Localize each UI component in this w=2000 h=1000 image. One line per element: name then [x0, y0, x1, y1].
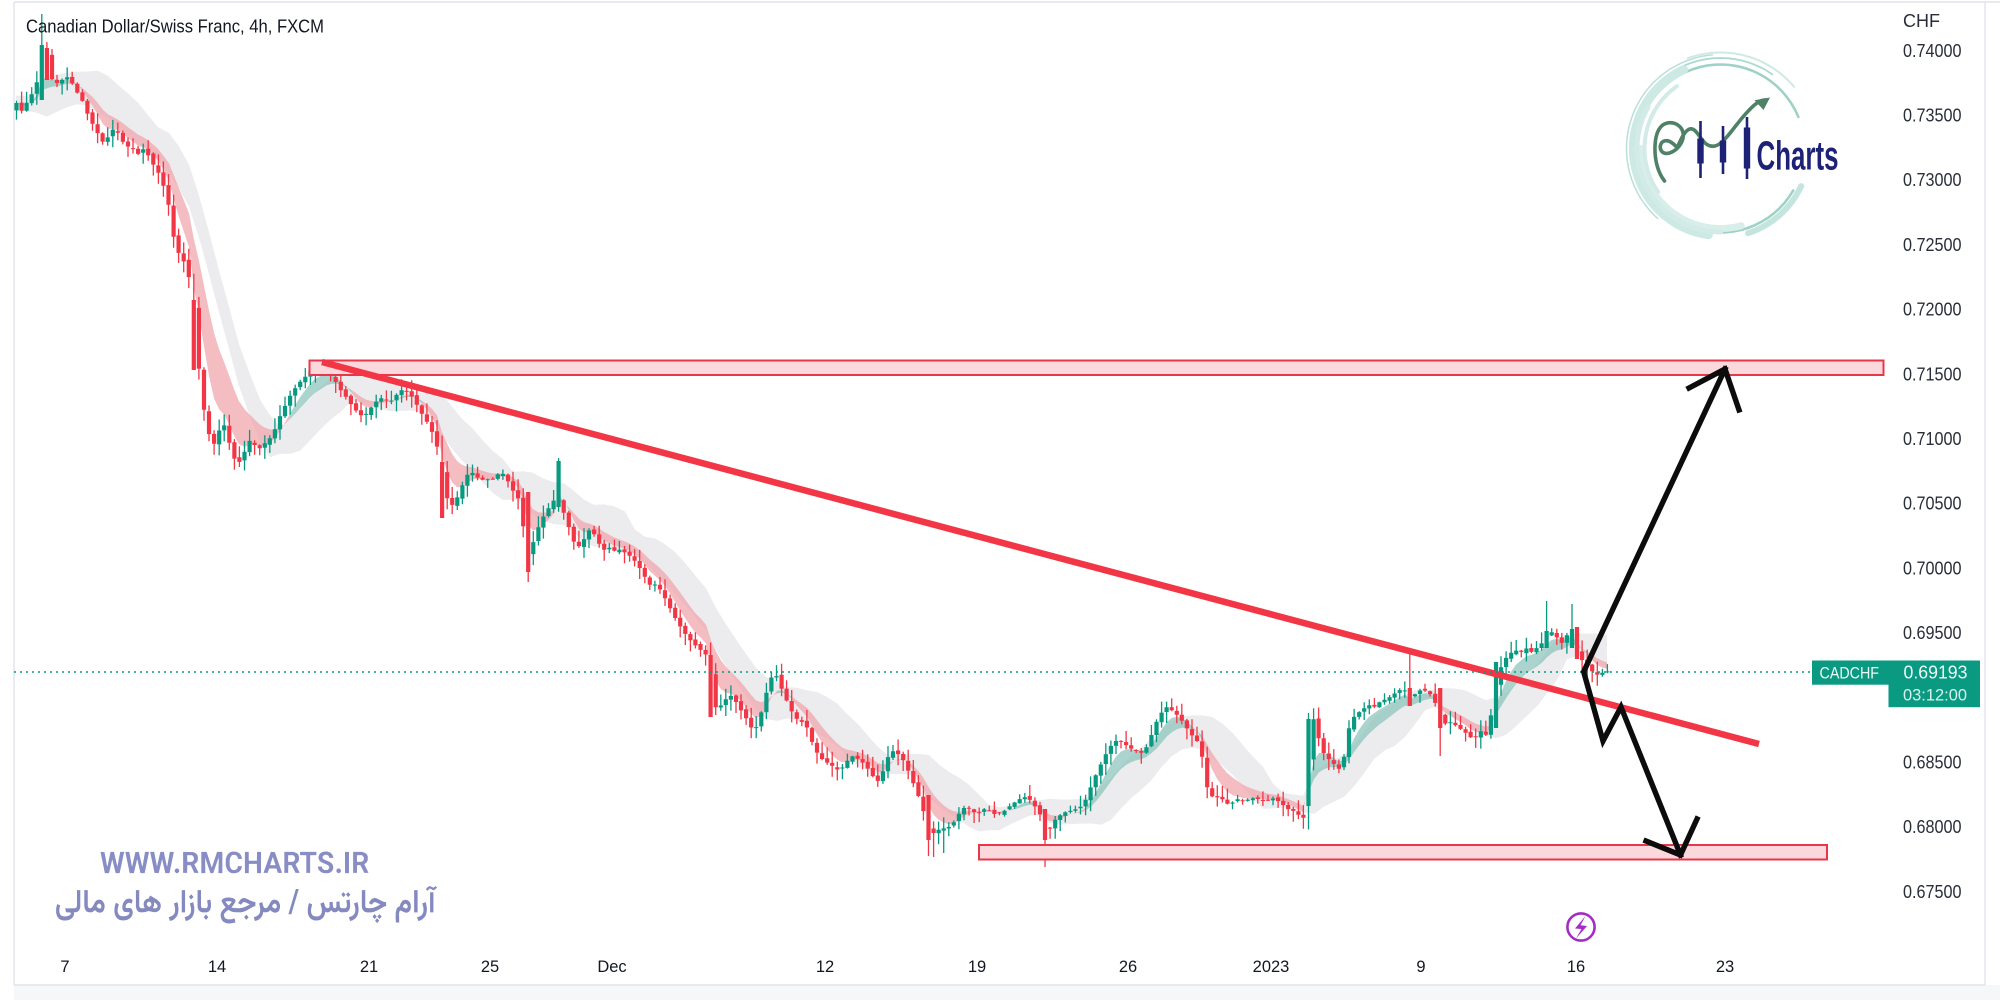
svg-text:14: 14 — [208, 958, 226, 976]
svg-text:0.72500: 0.72500 — [1903, 235, 1962, 255]
svg-text:16: 16 — [1567, 958, 1585, 976]
svg-text:19: 19 — [968, 958, 986, 976]
svg-text:0.74000: 0.74000 — [1903, 41, 1962, 61]
svg-text:0.70500: 0.70500 — [1903, 494, 1962, 514]
svg-text:9: 9 — [1416, 958, 1425, 976]
svg-text:2023: 2023 — [1253, 958, 1290, 976]
svg-text:0.70000: 0.70000 — [1903, 558, 1962, 578]
svg-text:0.72000: 0.72000 — [1903, 300, 1962, 320]
svg-text:23: 23 — [1716, 958, 1734, 976]
svg-text:0.71500: 0.71500 — [1903, 364, 1962, 384]
svg-text:7: 7 — [60, 958, 69, 976]
svg-text:0.68000: 0.68000 — [1903, 817, 1962, 837]
svg-text:12: 12 — [816, 958, 834, 976]
svg-text:0.69193: 0.69193 — [1904, 663, 1968, 683]
svg-text:26: 26 — [1119, 958, 1137, 976]
svg-text:Canadian Dollar/Swiss Franc, 4: Canadian Dollar/Swiss Franc, 4h, FXCM — [26, 16, 324, 37]
svg-text:0.67500: 0.67500 — [1903, 882, 1962, 902]
svg-text:21: 21 — [360, 958, 378, 976]
svg-text:Charts: Charts — [1757, 133, 1839, 179]
svg-text:25: 25 — [481, 958, 499, 976]
svg-text:CHF: CHF — [1903, 11, 1940, 31]
svg-text:CADCHF: CADCHF — [1820, 665, 1880, 683]
svg-text:03:12:00: 03:12:00 — [1903, 686, 1967, 705]
svg-text:Dec: Dec — [597, 958, 626, 976]
svg-text:0.69500: 0.69500 — [1903, 623, 1962, 643]
svg-text:0.73500: 0.73500 — [1903, 106, 1962, 126]
svg-text:0.68500: 0.68500 — [1903, 752, 1962, 772]
svg-text:0.73000: 0.73000 — [1903, 170, 1962, 190]
svg-text:0.71000: 0.71000 — [1903, 429, 1962, 449]
